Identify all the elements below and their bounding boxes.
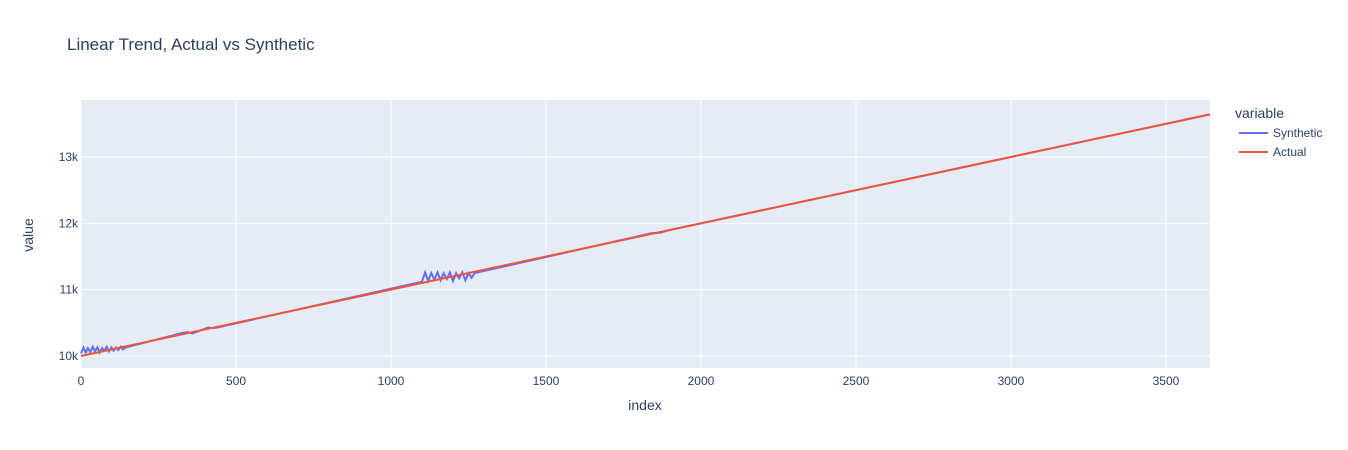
- x-tick-label: 3000: [998, 374, 1025, 388]
- legend-title: variable: [1235, 105, 1284, 121]
- y-tick-label: 11k: [60, 283, 79, 297]
- legend-label: Synthetic: [1273, 126, 1322, 140]
- y-tick-label: 12k: [59, 216, 79, 230]
- x-tick-label: 2000: [688, 374, 715, 388]
- x-tick-label: 2500: [843, 374, 870, 388]
- y-axis-title: value: [20, 218, 36, 252]
- chart-title: Linear Trend, Actual vs Synthetic: [67, 35, 315, 54]
- x-tick-label: 500: [226, 374, 246, 388]
- x-tick-label: 0: [78, 374, 85, 388]
- x-tick-label: 1500: [533, 374, 560, 388]
- grid: [80, 100, 1210, 368]
- x-axis-title: index: [628, 397, 661, 413]
- x-tick-label: 1000: [378, 374, 405, 388]
- y-tick-label: 10k: [59, 349, 79, 363]
- x-tick-label: 3500: [1153, 374, 1180, 388]
- labels: 0 500 1000 1500 2000 2500 3000 3500 10k 11k 12k 13k: [59, 150, 1180, 388]
- marks: [80, 113, 1211, 357]
- legend-label: Actual: [1273, 145, 1306, 159]
- y-tick-label: 13k: [59, 150, 79, 164]
- series-line: [80, 113, 1211, 357]
